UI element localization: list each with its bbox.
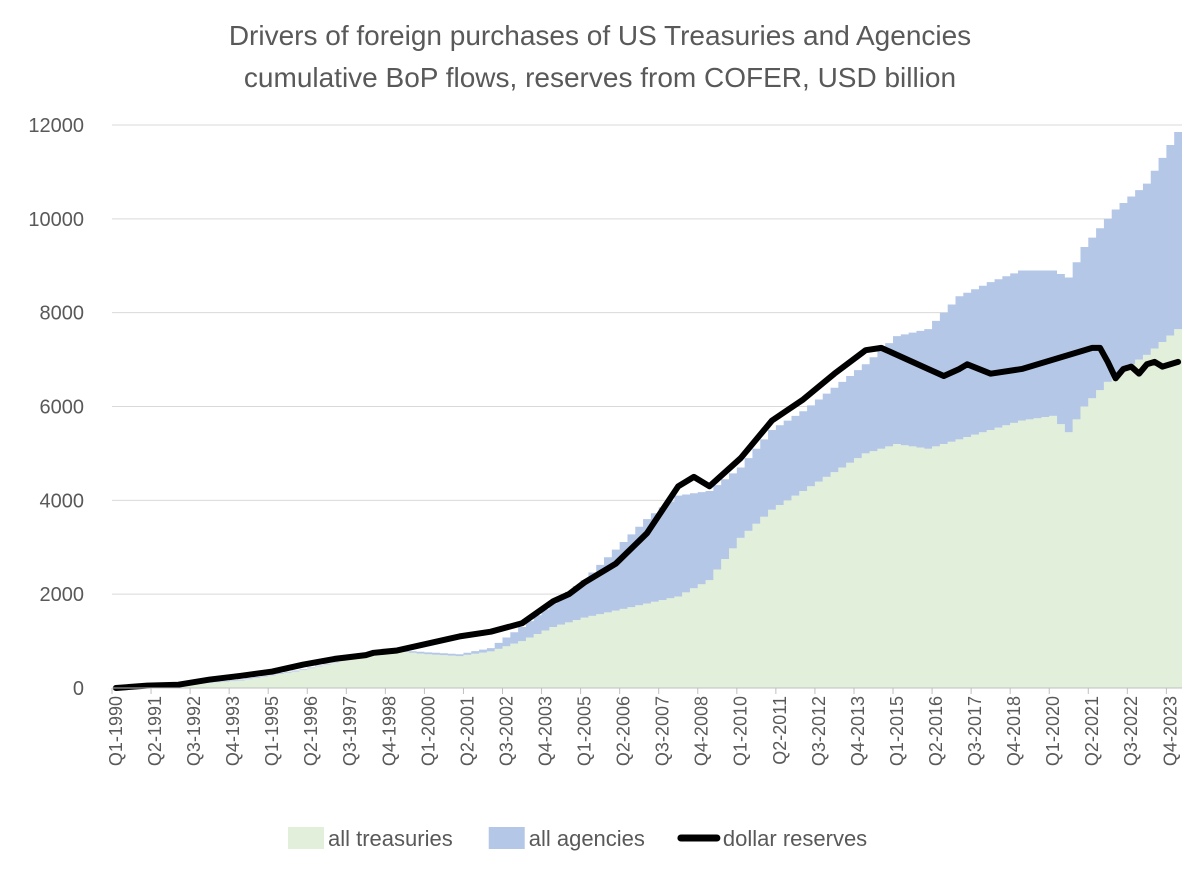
x-tick-label: Q3-2002 <box>496 696 516 766</box>
y-tick-label: 12000 <box>28 115 84 137</box>
y-tick-label: 8000 <box>40 303 85 325</box>
legend-swatch-all-agencies <box>488 827 525 849</box>
x-tick-label: Q4-1993 <box>223 696 243 766</box>
line-dollar-reserves <box>112 344 1182 691</box>
x-tick-label: Q4-2013 <box>848 696 868 766</box>
x-tick-label: Q2-2021 <box>1082 696 1102 766</box>
area-series <box>112 132 1182 689</box>
x-tick-label: Q4-2003 <box>535 696 555 766</box>
y-tick-label: 2000 <box>40 584 85 606</box>
x-tick-label: Q1-2020 <box>1043 696 1063 766</box>
area-all-agencies <box>112 132 1182 689</box>
x-tick-label: Q2-2006 <box>614 696 634 766</box>
legend-label-all-treasuries: all treasuries <box>328 826 453 851</box>
legend-swatch-all-treasuries <box>288 827 324 849</box>
x-tick-label: Q1-2005 <box>575 696 595 766</box>
x-tick-label: Q3-2022 <box>1121 696 1141 766</box>
x-tick-label: Q3-2007 <box>653 696 673 766</box>
x-tick-label: Q2-2011 <box>770 696 790 765</box>
x-tick-label: Q2-2016 <box>926 696 946 766</box>
y-tick-label: 0 <box>73 678 84 700</box>
legend-label-dollar-reserves: dollar reserves <box>723 826 867 851</box>
x-tick-label: Q4-2018 <box>1004 696 1024 766</box>
chart-subtitle: cumulative BoP flows, reserves from COFE… <box>244 62 956 93</box>
x-tick-label: Q2-1991 <box>145 696 165 766</box>
x-tick-label: Q4-2023 <box>1160 696 1180 766</box>
y-tick-label: 6000 <box>40 397 85 419</box>
x-tick-label: Q2-1996 <box>301 696 321 766</box>
x-tick-label: Q3-2017 <box>965 696 985 766</box>
y-tick-label: 4000 <box>40 490 85 512</box>
chart-title: Drivers of foreign purchases of US Treas… <box>229 20 971 51</box>
legend: all treasuries all agencies dollar reserve… <box>288 826 867 851</box>
x-tick-label: Q1-2015 <box>887 696 907 766</box>
x-tick-label: Q4-2008 <box>692 696 712 766</box>
x-tick-label: Q3-2012 <box>809 696 829 766</box>
x-tick-label: Q1-1990 <box>106 696 126 766</box>
y-tick-labels: 0 2000 4000 6000 8000 10000 12000 <box>28 115 84 700</box>
area-all-treasuries <box>112 329 1182 688</box>
x-tick-label: Q1-1995 <box>262 696 282 766</box>
y-tick-label: 10000 <box>28 209 84 231</box>
axes <box>111 687 1182 694</box>
legend-label-all-agencies: all agencies <box>529 826 645 851</box>
x-tick-label: Q1-2010 <box>731 696 751 766</box>
line-series <box>112 344 1182 691</box>
x-tick-label: Q3-1992 <box>184 696 204 766</box>
x-tick-labels: Q1-1990 Q2-1991 Q3-1992 Q4-1993 Q1-1995 Q2-19… <box>106 696 1180 766</box>
x-tick-label: Q1-2000 <box>418 696 438 766</box>
x-tick-label: Q4-1998 <box>379 696 399 766</box>
x-tick-label: Q3-1997 <box>340 696 360 766</box>
x-tick-label: Q2-2001 <box>457 696 477 766</box>
